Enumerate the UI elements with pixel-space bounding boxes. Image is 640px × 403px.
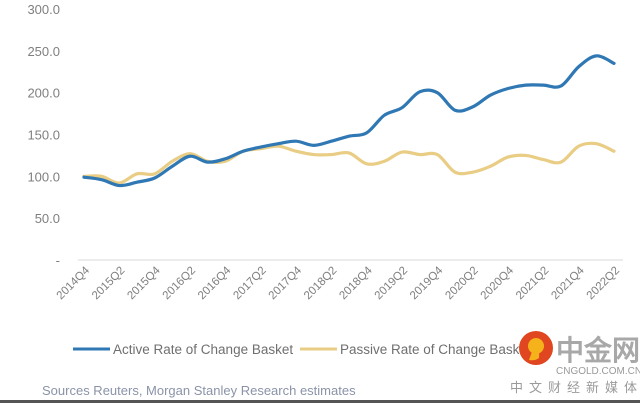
y-tick-label: 100.0 bbox=[27, 169, 60, 184]
y-axis: - 50.0 100.0 150.0 200.0 250.0 300.0 bbox=[27, 2, 60, 268]
y-tick-label: 50.0 bbox=[35, 211, 60, 226]
watermark-domain: CNGOLD.COM.CN bbox=[556, 366, 640, 377]
y-tick-label: 250.0 bbox=[27, 44, 60, 59]
y-tick-label: 200.0 bbox=[27, 86, 60, 101]
x-tick-label: 2021Q4 bbox=[549, 264, 587, 302]
x-tick-label: 2018Q2 bbox=[302, 265, 339, 302]
watermark: 中金网 CNGOLD.COM.CN 中文财经新媒体 bbox=[510, 331, 640, 395]
x-tick-label: 2021Q2 bbox=[514, 265, 551, 302]
watermark-tagline: 中文财经新媒体 bbox=[510, 380, 640, 395]
y-tick-label: - bbox=[56, 253, 60, 268]
x-tick-label: 2014Q4 bbox=[55, 264, 93, 302]
x-axis: 2014Q42015Q22015Q42016Q22016Q42017Q22017… bbox=[55, 264, 622, 302]
x-tick-label: 2020Q2 bbox=[443, 265, 480, 302]
y-tick-label: 150.0 bbox=[27, 128, 60, 143]
series-lines bbox=[82, 54, 616, 188]
x-tick-label: 2020Q4 bbox=[479, 264, 517, 302]
legend-label-active: Active Rate of Change Basket bbox=[113, 342, 293, 357]
legend-label-passive: Passive Rate of Change Basket bbox=[340, 342, 531, 357]
x-tick-label: 2018Q4 bbox=[337, 264, 375, 302]
watermark-brand: 中金网 bbox=[556, 334, 640, 366]
x-tick-label: 2016Q2 bbox=[161, 265, 198, 302]
series-line-passive bbox=[82, 141, 616, 185]
x-tick-label: 2019Q4 bbox=[408, 264, 446, 302]
legend: Active Rate of Change Basket Passive Rat… bbox=[73, 342, 531, 357]
x-tick-label: 2017Q2 bbox=[231, 265, 268, 302]
x-tick-label: 2015Q4 bbox=[125, 264, 163, 302]
x-tick-label: 2022Q2 bbox=[585, 265, 622, 302]
bottom-border bbox=[0, 400, 640, 403]
x-tick-label: 2017Q4 bbox=[267, 264, 305, 302]
y-tick-label: 300.0 bbox=[27, 2, 60, 17]
x-tick-label: 2019Q2 bbox=[373, 265, 410, 302]
x-tick-label: 2016Q4 bbox=[196, 264, 234, 302]
x-tick-label: 2015Q2 bbox=[90, 265, 127, 302]
source-note: Sources Reuters, Morgan Stanley Research… bbox=[42, 383, 356, 398]
